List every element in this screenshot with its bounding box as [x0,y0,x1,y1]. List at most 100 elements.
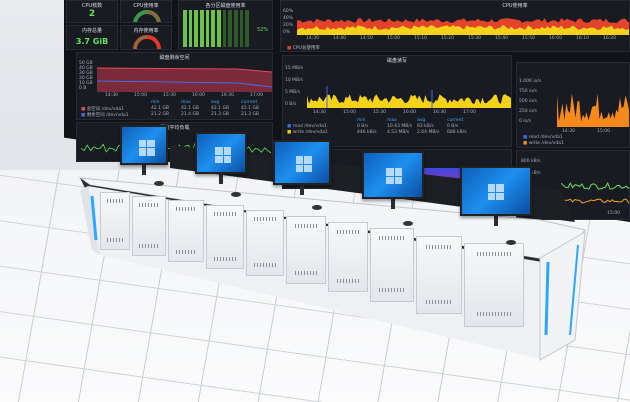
legend-series: ■ 剩余空间 /dev/vda1 [81,113,129,118]
legend-value: 688 kB/s [447,130,467,135]
cpu-legend: ■ CPU总使用率 [287,46,320,51]
partition-bar [194,10,199,47]
mem-total-panel: 内存总量 3.7 GiB [66,25,118,50]
monitor-screen[interactable] [273,140,331,185]
legend-value: 93 kB/s [417,124,434,129]
axis-tick: 16:20 [603,36,616,41]
axis-tick: 15:20 [441,36,454,41]
iops-legend-item: ■ read /dev/vda1 [523,135,563,140]
legend-value: 2.64 MB/s [417,130,440,135]
legend-column-header: avg [417,118,426,123]
disk-space-panel: 磁盘剩余空间 50 GB 40 GB 30 GB 20 GB 10 GB 0 B 14:3… [76,52,273,120]
cpu-chart-title: CPU使用率 [502,3,528,9]
partition-bar [239,10,244,47]
mouse-pad [506,240,516,245]
monitor-screen[interactable] [195,132,247,174]
legend-column-header: min [357,118,366,123]
legend-value: 446 kB/s [357,130,377,135]
iops-chart [557,93,629,127]
cabinet-door[interactable] [416,236,462,314]
windows-logo-icon [487,184,504,201]
cabinet-door[interactable] [464,243,524,327]
axis-tick: 15:00 [134,93,147,98]
partition-usage-panel: 各分区磁盘使用率 52% [178,0,273,50]
axis-tick: 16:10 [576,36,589,41]
axis-tick: 14:30 [562,129,575,134]
axis-tick: 5 MB/s [285,90,301,95]
axis-tick: 15:00 [387,36,400,41]
axis-tick: 14:30 [313,110,326,115]
partition-bar [217,10,221,47]
axis-tick: 250 io/s [519,109,537,114]
monitor-stand [219,174,223,184]
partition-usage-title: 各分区磁盘使用率 [205,3,246,9]
legend-series: ■ 总空间 /dev/vda1 [81,107,125,112]
disk-space-title: 磁盘剩余空间 [159,55,190,61]
legend-value: 42.1 GB [241,106,260,111]
axis-tick: 500 io/s [519,99,537,104]
windows-logo-icon [386,168,403,185]
axis-tick: 0 B/s [285,102,297,107]
cpu-chart [297,18,629,35]
axis-tick: 15:30 [373,110,386,115]
network-tx-line [561,198,629,204]
network-ytick: 800 kB/s [521,159,541,164]
axis-tick: 14:40 [333,36,346,41]
iops-legend-item: ■ write /dev/vda1 [523,141,564,146]
legend-column-header: current [241,100,258,105]
axis-tick: 10 GB [79,81,93,86]
cpu-usage-gauge [133,10,161,22]
partition-bar [205,10,210,47]
partition-bar [222,10,227,47]
legend-value: 42.1 GB [211,106,230,111]
monitor-screen[interactable] [120,125,168,165]
legend-value: 21.3 GB [211,112,230,117]
monitor-stand [300,185,304,195]
axis-tick: 15:10 [414,36,427,41]
axis-tick: 0% [283,30,291,35]
partition-bar [188,10,193,47]
cabinet-door[interactable] [132,196,166,256]
mem-usage-title: 内存使用率 [133,28,159,34]
axis-tick: 40 GB [79,66,93,71]
cabinet-door[interactable] [370,228,414,302]
axis-tick: 50 GB [79,61,93,66]
network-rx-line [561,181,629,190]
legend-series: ■ write /dev/vda1 [287,130,328,135]
partition-bars [183,10,250,47]
legend-column-header: current [447,118,464,123]
cabinet-door[interactable] [100,192,130,250]
axis-tick: 16:30 [221,93,234,98]
cabinet-door[interactable] [246,210,284,276]
legend-value: 10.43 MB/s [387,124,413,129]
partition-bar [211,10,216,47]
axis-tick: 14:50 [360,36,373,41]
legend-column-header: avg [211,100,220,105]
cabinet-door[interactable] [286,216,326,284]
partition-bar [234,10,238,47]
axis-tick: 20 GB [79,76,93,81]
axis-tick: 15:30 [163,93,176,98]
axis-tick: 14:30 [105,93,118,98]
axis-tick: 40% [283,16,294,21]
legend-value: 21.2 GB [151,112,170,117]
axis-tick: 1.00K io/s [519,79,542,84]
network-xtick: 15:00 [607,211,620,216]
cabinet-door[interactable] [328,222,368,292]
axis-tick: 16:00 [192,93,205,98]
axis-tick: 17:00 [250,93,263,98]
mouse-pad [231,192,241,197]
monitor-screen[interactable] [460,166,532,216]
axis-tick: 14:30 [306,36,319,41]
legend-column-header: min [151,100,160,105]
legend-column-header: max [387,118,397,123]
legend-value: 0 B/s [447,124,459,129]
legend-value: 42.1 GB [181,106,200,111]
axis-tick: 16:30 [433,110,446,115]
monitor-screen[interactable] [362,151,424,199]
cabinet-door[interactable] [168,200,204,262]
partition-bar [200,10,204,47]
cabinet-door[interactable] [206,205,244,269]
axis-tick: 15:30 [468,36,481,41]
cpu-usage-title: CPU使用率 [133,3,159,9]
